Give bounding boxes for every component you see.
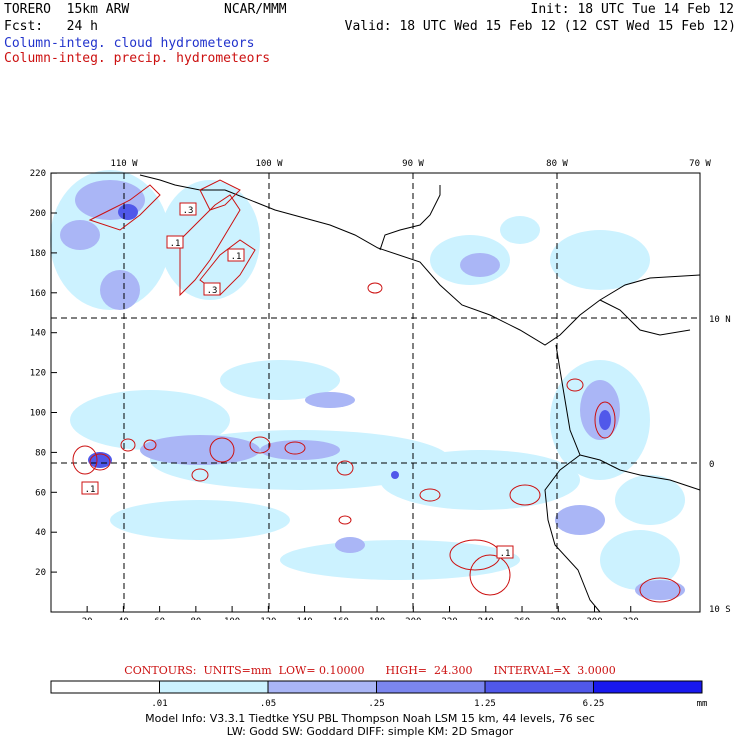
map-frame — [50, 172, 701, 613]
colorbar-label: .01 — [151, 699, 167, 709]
organization: NCAR/MMM — [224, 2, 287, 17]
lon-label-70w: 70 W — [689, 159, 711, 169]
y-tick-label: 120 — [30, 369, 46, 379]
colorbar-unit: mm — [697, 699, 708, 709]
colorbar-label: .25 — [368, 699, 384, 709]
colorbar-label: 1.25 — [474, 699, 496, 709]
x-tick-label: 60 — [154, 617, 165, 620]
y-tick-label: 40 — [35, 528, 46, 538]
y-tick-label: 220 — [30, 169, 46, 179]
model-info-footer: Model Info: V3.3.1 Tiedtke YSU PBL Thomp… — [0, 712, 740, 738]
x-tick-label: 100 — [224, 617, 240, 620]
colorbar-swatch — [484, 680, 594, 694]
valid-time: Valid: 18 UTC Wed 15 Feb 12 (12 CST Wed … — [344, 19, 736, 34]
y-tick-label: 20 — [35, 568, 46, 578]
model-name: TORERO 15km ARW — [4, 2, 130, 17]
x-tick-label: 40 — [118, 617, 129, 620]
x-axis-ticks: 20 40 60 80 100 120 140 160 180 200 220 240 260 280 30… — [82, 606, 639, 620]
forecast-map: .3 .1 .1 .3 .1 .1 20 40 60 80 100 120 140 160 18… — [30, 159, 731, 620]
y-tick-label: 180 — [30, 249, 46, 259]
y-tick-label: 160 — [30, 289, 46, 299]
lat-label-10s: 10 S — [709, 605, 731, 615]
cloud-hydrometeor-shading — [50, 170, 685, 600]
contour-label: .1 — [170, 239, 181, 249]
precip-contours — [72, 179, 681, 603]
contours-info: CONTOURS: UNITS=mm LOW= 0.10000 HIGH= 24… — [124, 664, 616, 677]
x-tick-label: 320 — [623, 617, 639, 620]
x-tick-label: 20 — [82, 617, 93, 620]
x-tick-label: 300 — [586, 617, 602, 620]
y-tick-label: 200 — [30, 209, 46, 219]
lat-label-0: 0 — [709, 460, 714, 470]
contour-labels: .3 .1 .1 .3 .1 .1 — [81, 202, 514, 559]
x-tick-label: 140 — [296, 617, 312, 620]
colorbar-swatch — [50, 680, 160, 694]
footer-line-2: LW: Godd SW: Goddard DIFF: simple KM: 2D… — [226, 725, 514, 738]
colorbar-swatch — [376, 680, 486, 694]
colorbar: .01 .05 .25 1.25 6.25 mm — [50, 680, 708, 709]
lon-label-100w: 100 W — [255, 159, 283, 169]
x-tick-label: 260 — [514, 617, 530, 620]
colorbar-label: .05 — [260, 699, 276, 709]
x-tick-label: 80 — [190, 617, 201, 620]
colorbar-swatch — [593, 680, 703, 694]
colorbar-label: 6.25 — [583, 699, 605, 709]
lat-label-10n: 10 N — [709, 315, 731, 325]
y-tick-label: 60 — [35, 488, 46, 498]
contour-label: .1 — [500, 549, 511, 559]
lon-label-110w: 110 W — [110, 159, 138, 169]
x-tick-label: 240 — [478, 617, 494, 620]
lon-label-80w: 80 W — [546, 159, 568, 169]
x-tick-label: 220 — [441, 617, 457, 620]
footer-line-1: Model Info: V3.3.1 Tiedtke YSU PBL Thomp… — [145, 712, 595, 725]
colorbar-swatch — [267, 680, 377, 694]
y-axis-ticks: 20 40 60 80 100 120 140 160 180 200 220 — [30, 169, 57, 578]
coastlines — [139, 174, 701, 613]
x-tick-label: 120 — [260, 617, 276, 620]
contour-label: .3 — [207, 286, 218, 296]
y-tick-label: 100 — [30, 409, 46, 419]
colorbar-swatch — [159, 680, 269, 694]
y-tick-label: 80 — [35, 448, 46, 458]
x-tick-label: 160 — [333, 617, 349, 620]
field-precip-title: Column-integ. precip. hydrometeors — [4, 51, 271, 66]
contour-label: .1 — [85, 485, 96, 495]
lon-label-90w: 90 W — [402, 159, 424, 169]
field-cloud-title: Column-integ. cloud hydrometeors — [4, 36, 255, 51]
y-tick-label: 140 — [30, 329, 46, 339]
contour-label: .1 — [231, 252, 242, 262]
x-tick-label: 180 — [369, 617, 385, 620]
init-time: Init: 18 UTC Tue 14 Feb 12 — [530, 2, 735, 17]
x-tick-label: 280 — [550, 617, 566, 620]
contour-label: .3 — [183, 206, 194, 216]
x-tick-label: 200 — [405, 617, 421, 620]
forecast-hour: Fcst: 24 h — [4, 19, 98, 34]
lat-lon-grid — [51, 173, 700, 612]
